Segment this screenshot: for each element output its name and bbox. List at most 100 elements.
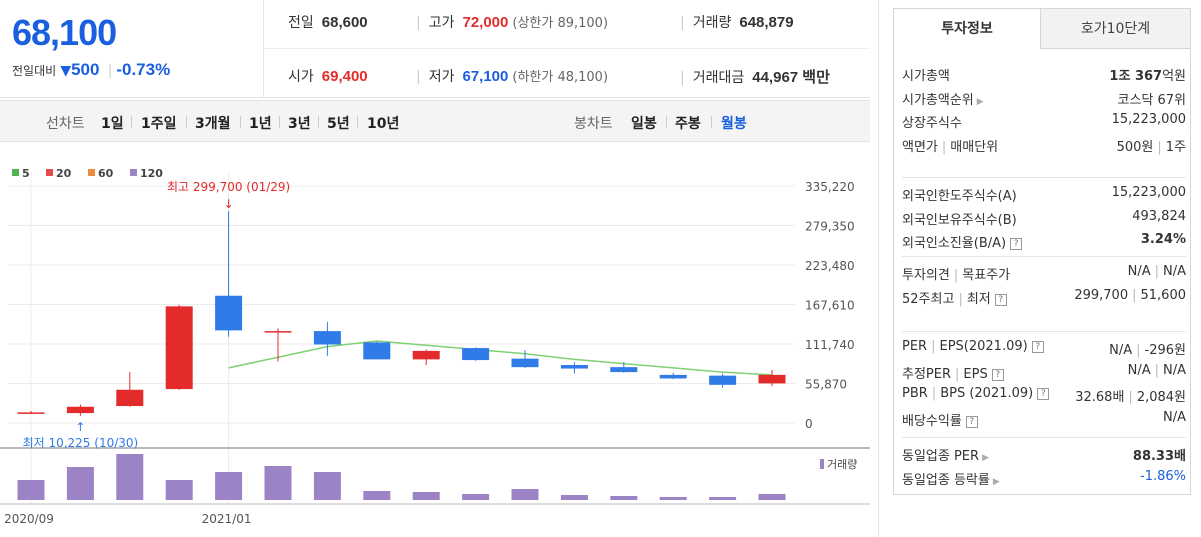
volume-bar xyxy=(560,495,588,500)
line-chart-label[interactable]: 선차트 xyxy=(46,116,85,132)
divider: | xyxy=(1132,287,1137,303)
info-label: 외국인한도주식수(A) xyxy=(902,185,1017,204)
period-10y[interactable]: 10년 xyxy=(367,116,400,132)
stat-volume: | 거래량 648,879 xyxy=(680,12,794,32)
stat-value: 69,400 xyxy=(321,68,368,85)
info-key-secondary: 최저 xyxy=(966,291,991,307)
info-key[interactable]: 시가총액순위 xyxy=(902,92,974,108)
period-daily[interactable]: 일봉 xyxy=(631,116,657,132)
info-row: 액면가 | 매매단위 500원 | 1주 xyxy=(902,136,1186,158)
help-icon[interactable]: ? xyxy=(994,293,1007,306)
candle-body xyxy=(511,358,539,368)
divider xyxy=(666,116,667,128)
info-value: 3.24% xyxy=(1141,232,1186,247)
tab-order-book[interactable]: 호가10단계 xyxy=(1040,8,1191,49)
volume-legend-swatch xyxy=(820,459,824,469)
help-icon[interactable]: ? xyxy=(965,415,978,428)
stat-value: 648,879 xyxy=(739,14,794,31)
investment-info-panel: 투자정보 호가10단계 시가총액 1조 367억원 시가총액순위 ▶ 코스닥 67위 상장… xyxy=(893,8,1191,537)
y-tick-label: 0 xyxy=(805,417,813,431)
volume-bar xyxy=(363,491,391,500)
info-row: PBR | BPS (2021.09)? 32.68배 | 2,084원 xyxy=(902,386,1186,408)
period-3m[interactable]: 3개월 xyxy=(195,116,231,132)
divider: | xyxy=(931,339,936,354)
info-value: 299,700 | 51,600 xyxy=(1074,288,1186,303)
candle-body xyxy=(17,412,45,414)
x-tick-label: 2021/01 xyxy=(202,512,252,526)
info-value-secondary: 2,084원 xyxy=(1136,390,1186,405)
info-label: 52주최고 | 최저? xyxy=(902,288,1007,307)
stat-label: 전일 xyxy=(288,15,314,31)
divider: | xyxy=(1157,139,1162,155)
info-value: 코스닥 67위 xyxy=(1117,89,1186,108)
volume-bar xyxy=(116,454,144,500)
help-icon[interactable]: ? xyxy=(1010,238,1023,250)
legend-swatch xyxy=(130,169,137,176)
divider: | xyxy=(941,139,947,155)
divider: | xyxy=(1154,362,1159,378)
stat-label: 거래대금 xyxy=(692,70,745,86)
candle-body xyxy=(659,374,687,379)
period-1w[interactable]: 1주일 xyxy=(141,116,177,132)
info-row: 52주최고 | 최저? 299,700 | 51,600 xyxy=(902,288,1186,310)
info-key: 상장주식수 xyxy=(902,116,962,131)
info-key[interactable]: 동일업종 PER xyxy=(902,449,980,464)
divider: | xyxy=(1136,343,1141,358)
chevron-right-icon[interactable]: ▶ xyxy=(976,96,984,107)
price-stats: 전일 68,600 | 고가 72,000 (상한가 89,100) | 거래량 648,8… xyxy=(264,0,870,98)
info-value-primary: 32.68배 xyxy=(1075,390,1125,405)
tab-investment-info[interactable]: 투자정보 xyxy=(893,8,1041,49)
period-1d[interactable]: 1일 xyxy=(101,116,124,132)
info-key: 외국인소진율(B/A) xyxy=(902,236,1007,251)
period-1y[interactable]: 1년 xyxy=(249,116,272,132)
volume-bar xyxy=(412,492,440,500)
info-key[interactable]: 동일업종 등락률 xyxy=(902,472,990,488)
volume-bar xyxy=(659,497,687,500)
current-price: 68,100 xyxy=(12,12,117,53)
volume-bar xyxy=(709,497,737,500)
candle-body xyxy=(363,342,391,360)
info-value-primary: N/A xyxy=(1109,343,1133,358)
period-5y[interactable]: 5년 xyxy=(327,116,350,132)
candle-chart-label[interactable]: 봉차트 xyxy=(574,116,613,132)
period-3y[interactable]: 3년 xyxy=(288,116,311,132)
info-key-secondary: BPS (2021.09) xyxy=(940,386,1034,401)
volume-bar xyxy=(165,480,193,500)
info-value-secondary: N/A xyxy=(1163,362,1186,378)
stat-prev-close: 전일 68,600 xyxy=(288,12,368,32)
candle-body xyxy=(165,306,193,390)
info-value: N/A xyxy=(1163,410,1186,425)
info-label: 동일업종 PER ▶ xyxy=(902,445,989,464)
info-value-primary: 493,824 xyxy=(1132,208,1186,224)
y-tick-label: 167,610 xyxy=(805,299,855,313)
volume-bar xyxy=(511,489,539,500)
candle-body xyxy=(758,374,786,384)
moving-average-line xyxy=(228,340,773,376)
help-icon[interactable]: ? xyxy=(991,368,1004,381)
info-key: PER xyxy=(902,339,928,354)
divider xyxy=(279,116,280,128)
info-key: 시가총액 xyxy=(902,69,950,84)
divider xyxy=(357,116,358,128)
info-value: 15,223,000 xyxy=(1112,185,1186,200)
info-key-secondary: EPS(2021.09) xyxy=(939,339,1028,354)
y-tick-label: 223,480 xyxy=(805,259,855,273)
volume-bar xyxy=(264,466,292,500)
help-icon[interactable]: ? xyxy=(1037,388,1050,400)
stat-value: 44,967 백만 xyxy=(752,69,830,86)
legend-swatch xyxy=(12,169,19,176)
info-value: 493,824 xyxy=(1132,209,1186,224)
info-row: 외국인보유주식수(B) 493,824 xyxy=(902,209,1186,231)
info-value-primary: 500원 xyxy=(1116,139,1154,155)
legend-swatch xyxy=(88,169,95,176)
period-weekly[interactable]: 주봉 xyxy=(675,116,701,132)
volume-bar xyxy=(462,494,490,500)
chevron-right-icon[interactable]: ▶ xyxy=(982,453,989,463)
info-key: 외국인한도주식수(A) xyxy=(902,189,1017,204)
chevron-right-icon[interactable]: ▶ xyxy=(992,476,1000,487)
stat-value: 67,100 xyxy=(462,68,509,85)
period-monthly[interactable]: 월봉 xyxy=(721,116,747,132)
high-annotation: 최고 299,700 (01/29) xyxy=(167,180,290,194)
info-label: 배당수익률? xyxy=(902,410,978,429)
help-icon[interactable]: ? xyxy=(1031,341,1044,353)
